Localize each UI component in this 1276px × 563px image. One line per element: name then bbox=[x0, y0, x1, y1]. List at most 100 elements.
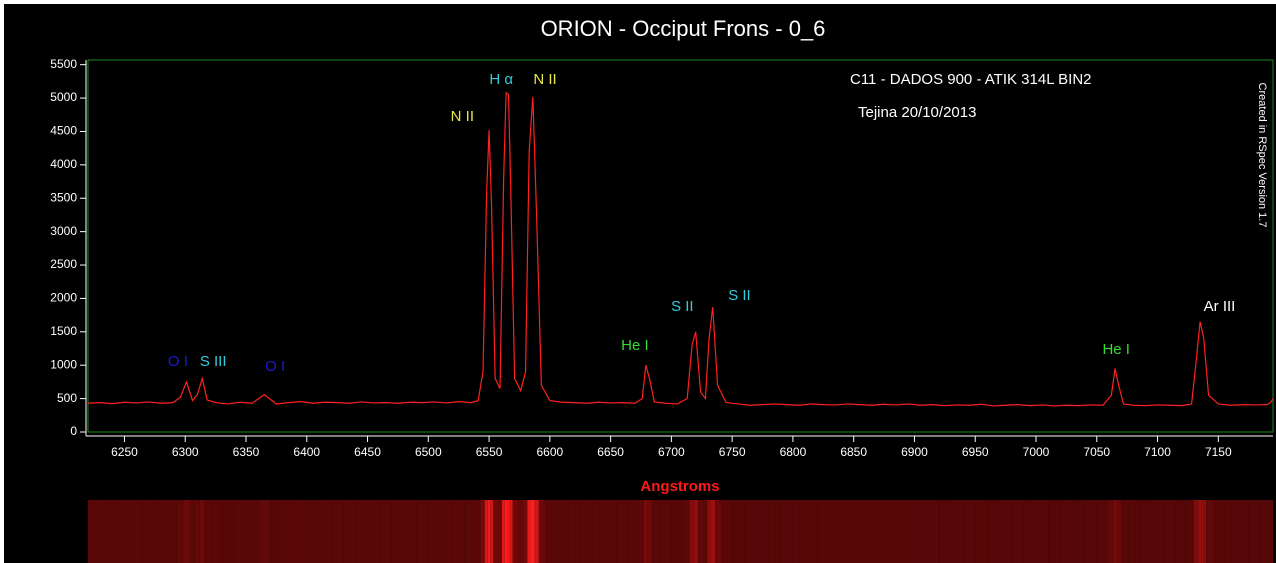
y-tick-label: 4500 bbox=[50, 124, 77, 138]
line-label: S II bbox=[728, 287, 751, 304]
spectrum-band bbox=[987, 500, 999, 563]
line-label: He I bbox=[621, 337, 649, 354]
spectrum-band bbox=[1237, 500, 1249, 563]
x-tick-label: 7050 bbox=[1083, 445, 1110, 459]
spectrum-band bbox=[698, 500, 703, 563]
spectrum-band bbox=[118, 500, 130, 563]
line-label: O I bbox=[265, 358, 285, 375]
spectrum-band bbox=[355, 500, 367, 563]
spectrum-band bbox=[428, 500, 440, 563]
x-tick-label: 7000 bbox=[1023, 445, 1050, 459]
spectrum-band bbox=[703, 500, 707, 563]
spectrum-band bbox=[1202, 500, 1206, 563]
spectrum-band bbox=[392, 500, 404, 563]
spectrum-band bbox=[234, 500, 246, 563]
spectrum-band bbox=[556, 500, 568, 563]
line-label: Ar III bbox=[1204, 298, 1236, 315]
spectrum-band bbox=[493, 500, 497, 563]
spectrum-band bbox=[1198, 500, 1202, 563]
spectrum-band bbox=[580, 500, 592, 563]
spectrum-band bbox=[914, 500, 926, 563]
x-tick-label: 6600 bbox=[536, 445, 563, 459]
x-axis-label: Angstroms bbox=[640, 478, 719, 495]
spectrum-band bbox=[1249, 500, 1261, 563]
spectrum-band bbox=[1097, 500, 1107, 563]
spectrum-band bbox=[592, 500, 604, 563]
date-note: Tejina 20/10/2013 bbox=[858, 104, 976, 121]
spectrum-band bbox=[167, 500, 177, 563]
spectrum-band bbox=[1164, 500, 1176, 563]
spectrum-band bbox=[222, 500, 234, 563]
spectrum-band bbox=[671, 500, 682, 563]
spectrum-band bbox=[682, 500, 689, 563]
spectrum-band bbox=[842, 500, 854, 563]
spectrum-band bbox=[211, 500, 221, 563]
spectrum-band bbox=[485, 500, 488, 563]
spectrum-band bbox=[143, 500, 155, 563]
spectrum-band bbox=[490, 500, 493, 563]
spectrum-band bbox=[707, 500, 711, 563]
spectrum-band bbox=[527, 500, 531, 563]
spectrum-band bbox=[951, 500, 963, 563]
chart: ORION - Occiput Frons - 0_6 C11 - DADOS … bbox=[0, 0, 1276, 563]
spectrum-band bbox=[1024, 500, 1036, 563]
spectrum-band bbox=[568, 500, 580, 563]
spectrum-band bbox=[694, 500, 698, 563]
spectrum-band bbox=[652, 500, 660, 563]
x-tick-label: 6300 bbox=[172, 445, 199, 459]
x-tick-label: 6650 bbox=[597, 445, 624, 459]
spectrum-band bbox=[1085, 500, 1097, 563]
spectrum-band bbox=[518, 500, 523, 563]
spectrum-band bbox=[507, 500, 509, 563]
y-tick-label: 1000 bbox=[50, 357, 77, 371]
x-tick-label: 6500 bbox=[415, 445, 442, 459]
spectrum-band bbox=[1048, 500, 1060, 563]
spectrum-band bbox=[1072, 500, 1084, 563]
y-tick-label: 3000 bbox=[50, 224, 77, 238]
spectrum-band bbox=[539, 500, 546, 563]
spectrum-band bbox=[639, 500, 644, 563]
spectrum-band bbox=[732, 500, 744, 563]
spectrum-band bbox=[488, 500, 490, 563]
spectrum-band bbox=[890, 500, 902, 563]
spectrum-band bbox=[94, 500, 106, 563]
spectrum-band bbox=[481, 500, 485, 563]
y-tick-label: 2000 bbox=[50, 291, 77, 305]
spectrum-band bbox=[1121, 500, 1128, 563]
y-tick-label: 2500 bbox=[50, 257, 77, 271]
spectrum-band bbox=[756, 500, 768, 563]
spectrum-band bbox=[319, 500, 331, 563]
x-tick-label: 7150 bbox=[1205, 445, 1232, 459]
spectrum-band bbox=[927, 500, 939, 563]
spectrum-band bbox=[502, 500, 505, 563]
spectrum-band bbox=[975, 500, 987, 563]
line-label: N II bbox=[451, 108, 474, 125]
spectrum-band bbox=[440, 500, 452, 563]
spectrum-band bbox=[711, 500, 715, 563]
x-tick-label: 7100 bbox=[1144, 445, 1171, 459]
spectrum-band bbox=[531, 500, 535, 563]
spectrum-band bbox=[1261, 500, 1269, 563]
spectrum-band bbox=[1176, 500, 1187, 563]
spectrum-band bbox=[546, 500, 556, 563]
spectrum-band bbox=[505, 500, 507, 563]
spectrum-band bbox=[106, 500, 118, 563]
spectrum-band bbox=[1036, 500, 1048, 563]
spectrum-band bbox=[270, 500, 282, 563]
spectrum-band bbox=[1269, 500, 1272, 563]
spectrum-band bbox=[744, 500, 756, 563]
spectrum-band bbox=[343, 500, 355, 563]
x-tick-label: 6250 bbox=[111, 445, 138, 459]
spectrum-band bbox=[963, 500, 975, 563]
spectrum-band bbox=[769, 500, 781, 563]
y-tick-label: 3500 bbox=[50, 190, 77, 204]
spectrum-band bbox=[510, 500, 513, 563]
x-tick-label: 6550 bbox=[476, 445, 503, 459]
spectrum-band bbox=[1224, 500, 1236, 563]
spectrum-band bbox=[902, 500, 914, 563]
spectrum-band bbox=[1151, 500, 1163, 563]
spectrum-band bbox=[177, 500, 184, 563]
spectrum-band bbox=[793, 500, 805, 563]
spectrum-band bbox=[465, 500, 475, 563]
spectrum-band bbox=[1060, 500, 1072, 563]
